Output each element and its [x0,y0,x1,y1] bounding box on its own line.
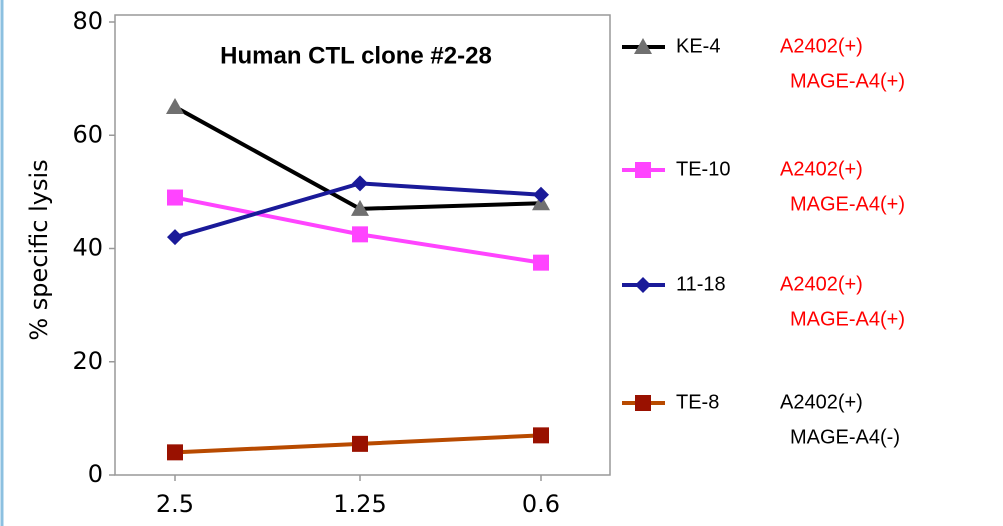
point [533,427,549,444]
legend-marker [634,38,652,54]
legend-label: 11-18 [676,273,726,295]
legend-annotation: MAGE-A4(+) [790,193,905,215]
legend-annotation: MAGE-A4(+) [790,70,905,92]
y-tick-label: 60 [72,120,103,148]
point [166,97,184,114]
legend-marker [635,277,651,293]
y-axis-label: % specific lysis [25,159,53,340]
legend-label: KE-4 [676,35,720,57]
x-tick-label: 1.25 [333,490,386,518]
y-tick-label: 40 [72,234,103,262]
legend-annotation: MAGE-A4(-) [790,426,900,448]
point [167,444,183,461]
y-tick-label: 20 [72,347,103,375]
point [167,189,183,206]
legend-annotation: A2402(+) [780,273,863,295]
point [352,226,368,243]
legend-marker [635,395,651,411]
point [167,229,183,246]
legend-annotation: MAGE-A4(+) [790,308,905,330]
legend-annotation: A2402(+) [780,35,863,57]
chart-title: Human CTL clone #2-28 [220,42,492,69]
legend-annotation: A2402(+) [780,391,863,413]
legend-annotation: A2402(+) [780,158,863,180]
point [533,186,549,203]
legend-label: TE-8 [676,391,719,413]
plot-frame [114,14,611,476]
point [352,435,368,452]
x-tick-label: 2.5 [156,490,194,518]
point [352,175,368,192]
point [351,199,369,216]
y-tick-label: 0 [88,460,103,488]
legend-marker [635,162,651,178]
legend-label: TE-10 [676,158,730,180]
x-tick-label: 0.6 [522,490,560,518]
point [533,254,549,271]
y-tick-label: 80 [72,7,103,35]
